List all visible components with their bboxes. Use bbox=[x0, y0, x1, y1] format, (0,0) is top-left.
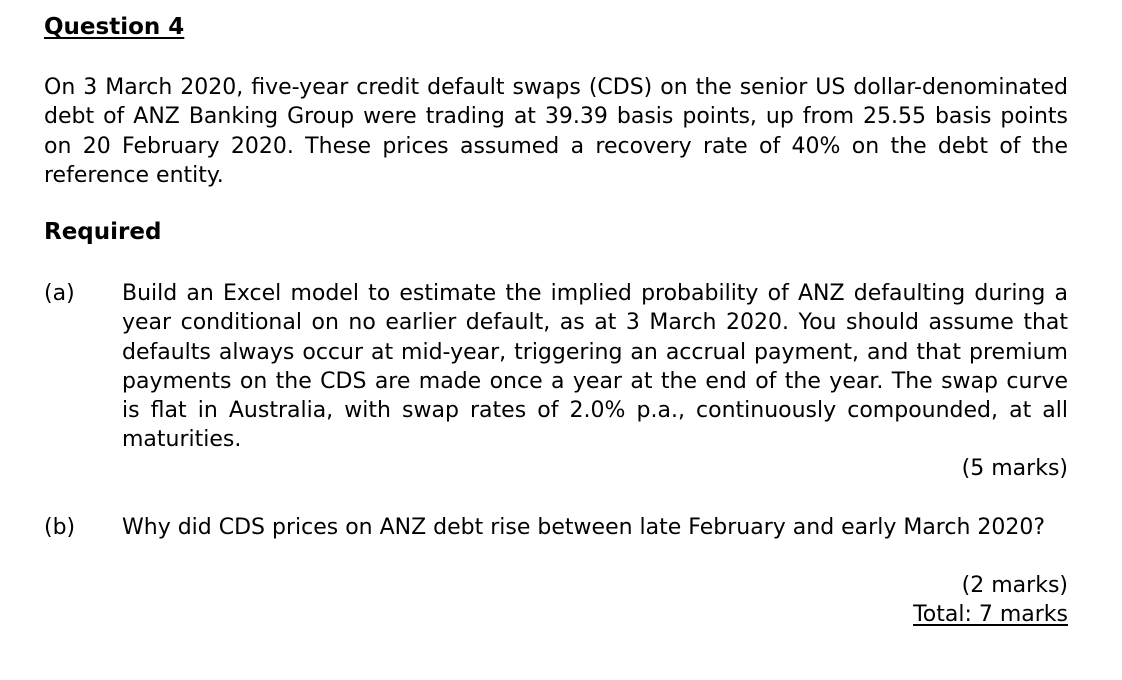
part-a-text: Build an Excel model to estimate the imp… bbox=[122, 281, 1068, 453]
part-b-marks: (2 marks) bbox=[961, 573, 1068, 598]
total-marks: Total: 7 marks bbox=[913, 602, 1068, 627]
part-b-label: (b) bbox=[44, 515, 76, 540]
question-heading: Question 4 bbox=[44, 14, 185, 40]
question-intro-paragraph: On 3 March 2020, five-year credit defaul… bbox=[44, 75, 1068, 188]
part-a-label: (a) bbox=[44, 281, 75, 306]
question-document: Question 4 On 3 March 2020, five-year cr… bbox=[44, 0, 1068, 680]
part-a-marks: (5 marks) bbox=[961, 456, 1068, 481]
required-heading: Required bbox=[44, 219, 162, 245]
part-b-text: Why did CDS prices on ANZ debt rise betw… bbox=[122, 515, 1046, 540]
